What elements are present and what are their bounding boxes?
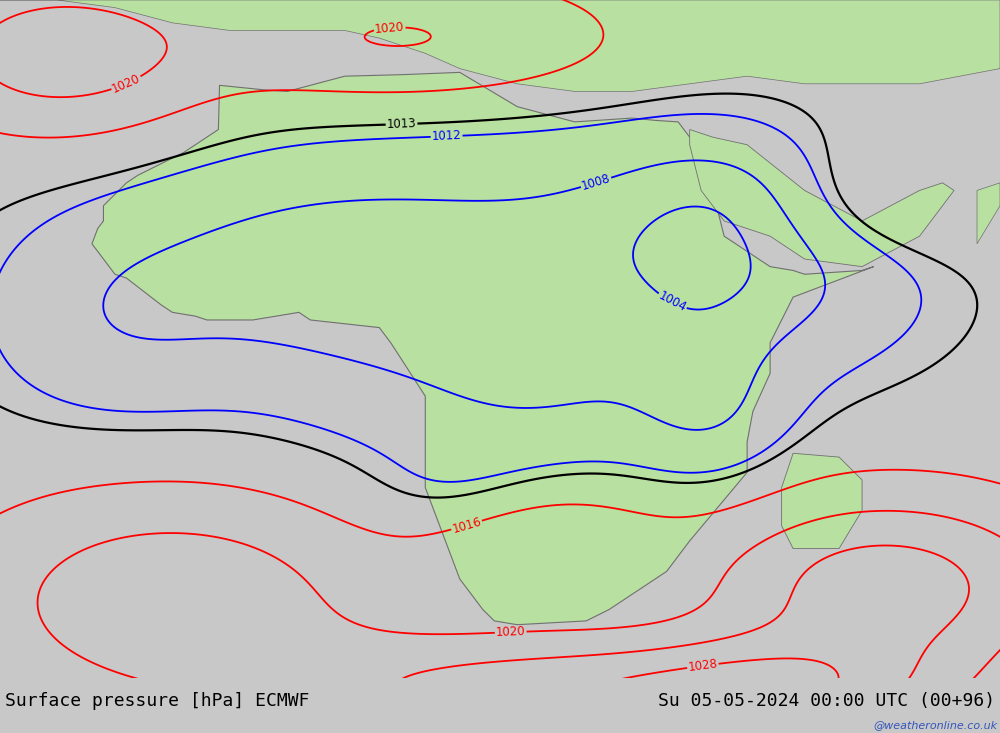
Text: 1016: 1016 <box>450 515 483 536</box>
Text: 1012: 1012 <box>431 129 462 144</box>
Text: 1013: 1013 <box>386 117 417 131</box>
Polygon shape <box>690 130 954 267</box>
Polygon shape <box>92 73 874 625</box>
Text: 1028: 1028 <box>687 658 718 674</box>
Text: Su 05-05-2024 00:00 UTC (00+96): Su 05-05-2024 00:00 UTC (00+96) <box>658 692 995 710</box>
Polygon shape <box>782 453 862 548</box>
Text: 1020: 1020 <box>110 72 143 95</box>
Text: 1024: 1024 <box>574 721 604 733</box>
Text: 1020: 1020 <box>374 20 405 35</box>
Text: 1008: 1008 <box>580 172 612 193</box>
Polygon shape <box>977 183 1000 244</box>
Text: @weatheronline.co.uk: @weatheronline.co.uk <box>873 721 997 730</box>
Polygon shape <box>0 0 1000 92</box>
Text: Surface pressure [hPa] ECMWF: Surface pressure [hPa] ECMWF <box>5 692 310 710</box>
Text: 1004: 1004 <box>656 290 688 314</box>
Text: 1020: 1020 <box>496 625 526 639</box>
